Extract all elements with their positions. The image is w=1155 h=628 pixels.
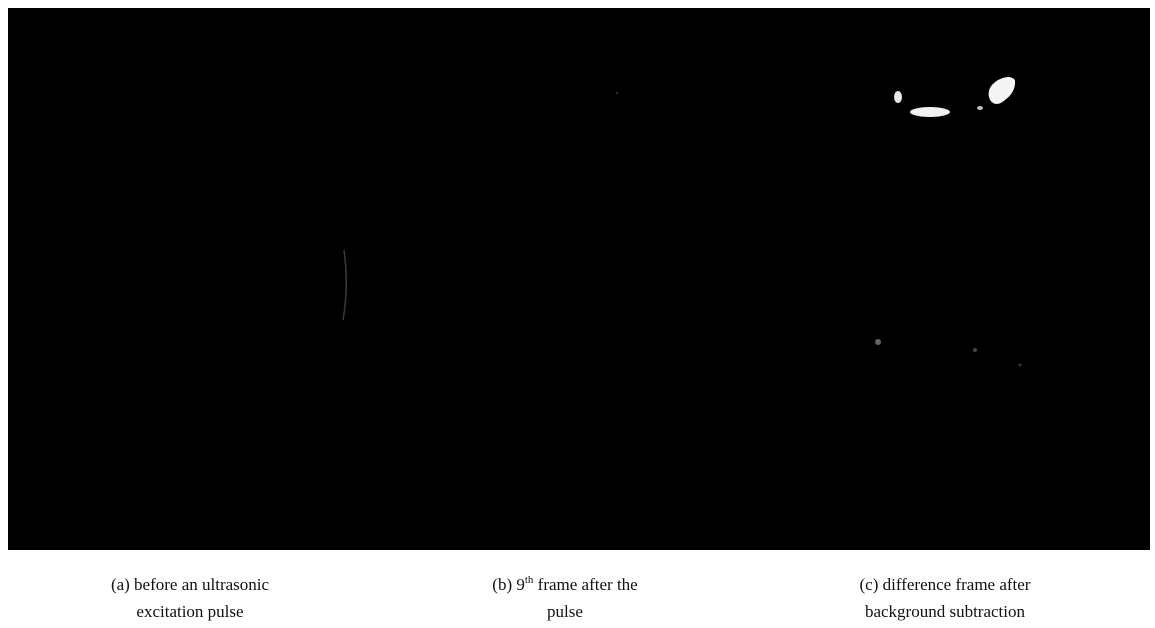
page: {"panels": [ {"caption": {"line1": "(a) …: [0, 0, 1155, 628]
faint-feature: [616, 92, 618, 94]
caption-line: excitation pulse: [136, 602, 243, 621]
caption-line: (a) before an ultrasonic: [111, 575, 270, 594]
figure: (a) before an ultrasonic excitation puls…: [0, 0, 1155, 628]
caption-line: background subtraction: [865, 602, 1026, 621]
faint-feature: [1019, 364, 1022, 367]
caption-line: (b) 9th frame after the: [492, 574, 637, 594]
faint-feature: [973, 348, 977, 352]
caption-text: frame after the: [533, 575, 637, 594]
caption-text: (b) 9: [492, 575, 525, 594]
bright-blob: [977, 106, 983, 110]
image-strip: [8, 8, 1150, 550]
caption-line: pulse: [547, 602, 583, 621]
caption-line: (c) difference frame after: [860, 575, 1031, 594]
bright-blob: [910, 107, 950, 117]
bright-blob: [894, 91, 902, 103]
faint-feature: [875, 339, 881, 345]
